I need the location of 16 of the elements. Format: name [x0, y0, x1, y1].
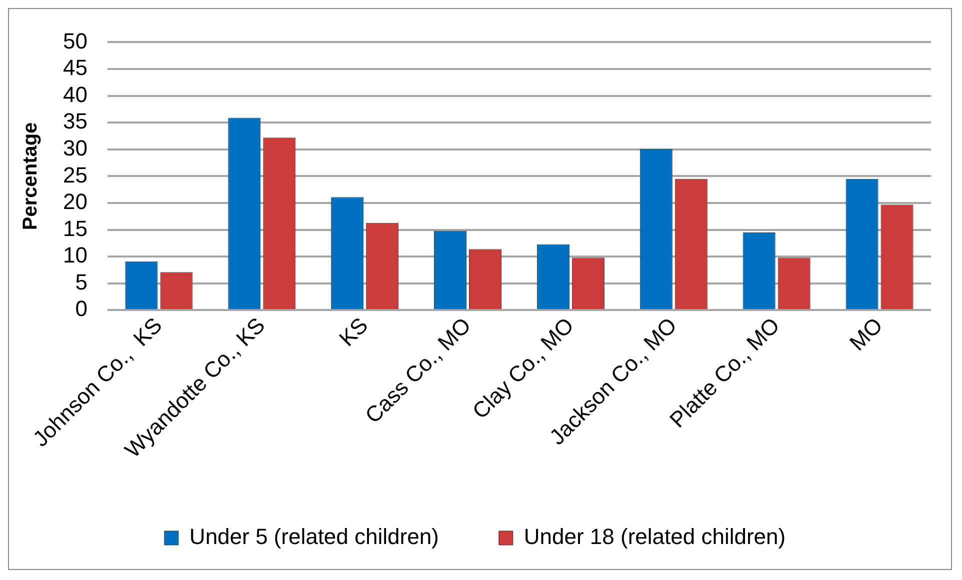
y-tick-label: 20	[62, 189, 88, 214]
y-tick-label: 45	[62, 55, 88, 80]
y-tick-label: 35	[62, 108, 88, 134]
y-tick-label: 0	[75, 296, 88, 322]
y-axis-title: Percentage	[20, 122, 42, 230]
y-tick-label: 10	[62, 242, 88, 268]
x-tick-label: KS	[334, 312, 373, 352]
y-tick-label: 30	[62, 135, 88, 160]
legend-label: Under 5 (related children)	[189, 524, 439, 550]
y-tick-label: 40	[62, 82, 88, 107]
y-tick-label: 25	[62, 162, 88, 188]
legend-label: Under 18 (related children)	[524, 524, 786, 550]
y-tick-label: 50	[62, 28, 88, 54]
y-tick-label: 15	[62, 216, 88, 241]
x-tick-label: MO	[844, 312, 888, 356]
y-tick-label: 5	[75, 269, 88, 294]
